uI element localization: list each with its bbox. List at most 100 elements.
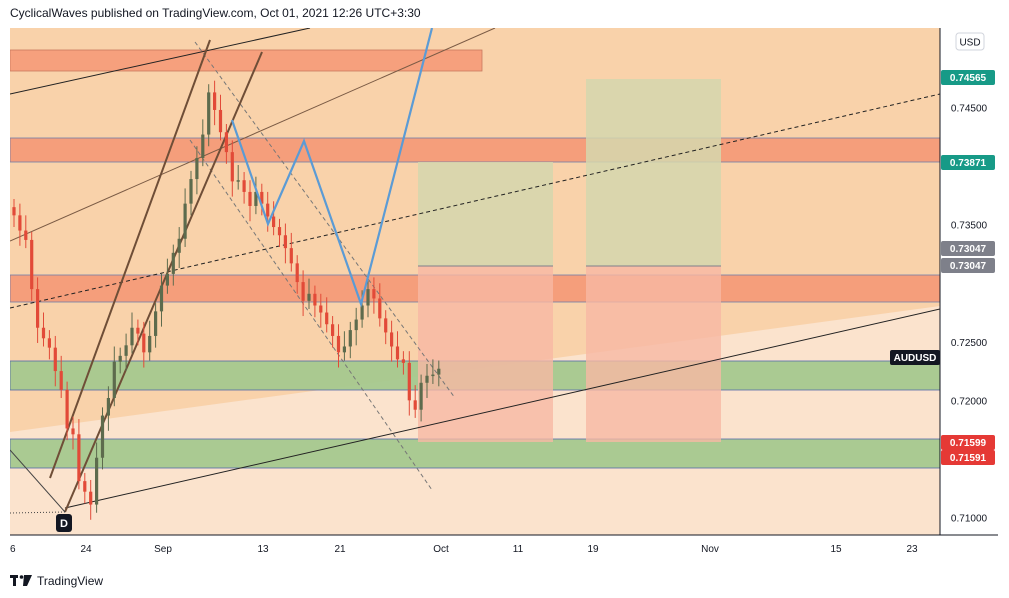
price-tick-label: 0.74500	[951, 104, 988, 115]
candle	[59, 355, 63, 399]
candle	[242, 172, 246, 204]
position-stop-box-2	[586, 266, 721, 442]
candle	[395, 331, 400, 368]
candle	[218, 94, 223, 141]
plot-area[interactable]	[10, 28, 940, 535]
price-badge-label: 0.71591	[950, 453, 987, 464]
candle	[372, 277, 376, 314]
candle	[189, 170, 193, 216]
candle	[354, 307, 358, 346]
price-badge: 0.73047	[941, 241, 995, 256]
candle	[207, 84, 211, 147]
candle	[289, 232, 293, 272]
candle	[366, 280, 370, 318]
price-tick-label: 0.72500	[951, 338, 988, 349]
chart-frame[interactable]: 0.745000.740000.735000.725000.720000.710…	[10, 28, 998, 560]
candle	[77, 419, 81, 490]
candle	[142, 321, 146, 368]
wave-d-label: D	[60, 518, 68, 530]
candle	[407, 351, 411, 416]
candle	[254, 176, 258, 215]
position-stop-box-1	[418, 266, 553, 442]
candle	[378, 283, 382, 327]
candle	[437, 360, 441, 387]
price-badge: 0.73871	[941, 155, 995, 170]
candle	[118, 347, 122, 374]
fan-line-1	[10, 449, 66, 513]
currency-label: USD	[959, 38, 980, 49]
candle	[154, 303, 158, 348]
candle	[283, 223, 287, 264]
candle	[307, 278, 311, 310]
candle	[230, 140, 234, 197]
time-tick-label: Nov	[701, 544, 719, 555]
candle	[83, 472, 87, 504]
long-ascending-support	[64, 308, 940, 509]
time-tick-label: Sep	[154, 544, 172, 555]
candle	[100, 407, 105, 470]
price-badge: 0.71591	[941, 450, 995, 465]
candle	[313, 285, 317, 318]
candle	[390, 320, 394, 362]
candle	[336, 324, 341, 368]
time-tick-label: 11	[513, 544, 524, 555]
candle	[295, 255, 299, 294]
candle	[136, 319, 140, 346]
price-chart[interactable]: 0.745000.740000.735000.725000.720000.710…	[10, 28, 998, 560]
price-tick-label: 0.73500	[951, 221, 988, 232]
candle	[413, 385, 417, 418]
candle	[65, 381, 69, 441]
symbol-badge-label: AUDUSD	[894, 353, 937, 364]
candle	[36, 277, 40, 343]
candle	[272, 201, 276, 236]
publish-info: CyclicalWaves published on TradingView.c…	[10, 6, 421, 20]
candle	[148, 320, 152, 361]
upper-supply-zone	[10, 137, 940, 163]
dashed-descending-channel-2	[189, 139, 433, 491]
time-tick-label: 24	[80, 544, 92, 555]
candle	[177, 227, 181, 269]
wave-d-badge	[56, 514, 72, 532]
candle	[89, 479, 93, 520]
lower-demand-zone	[10, 438, 940, 469]
candle	[301, 270, 305, 317]
candle	[419, 374, 423, 422]
candle	[325, 297, 329, 333]
candle	[171, 244, 175, 286]
candle	[331, 316, 335, 348]
time-axis-labels: 6 24 Sep 13 21 Oct 11 19 Nov 15 23	[10, 544, 918, 555]
currency-box[interactable]	[955, 32, 985, 51]
candle	[384, 310, 388, 345]
price-badge: 0.71599	[941, 435, 995, 450]
steep-channel-line-1	[49, 39, 211, 479]
candle	[30, 231, 34, 301]
price-badge: 0.73047	[941, 258, 995, 273]
candle	[18, 203, 22, 246]
price-tick-label: 0.72000	[951, 396, 988, 407]
candle	[425, 364, 429, 399]
brand-name: TradingView	[37, 574, 104, 588]
time-tick-label: 15	[830, 544, 842, 555]
price-tick-label: 0.71000	[951, 513, 988, 524]
inner-channel-line	[10, 28, 496, 242]
candle	[236, 164, 240, 190]
price-badge-label: 0.74565	[950, 73, 987, 84]
candle	[183, 188, 187, 247]
time-tick-label: 21	[334, 544, 346, 555]
candle	[260, 183, 264, 216]
candle	[431, 359, 435, 384]
brand-footer[interactable]: TradingView	[10, 572, 103, 590]
candle	[53, 335, 57, 387]
wave-projection-line	[230, 28, 434, 308]
candle	[342, 331, 346, 361]
candlestick-series	[12, 80, 441, 520]
price-badge-label: 0.73047	[950, 244, 987, 255]
upper-trend-line	[10, 28, 311, 95]
candle	[106, 386, 110, 431]
candle	[41, 312, 46, 347]
candle	[213, 80, 217, 126]
time-tick-label: 13	[257, 544, 269, 555]
position-target-box-2	[586, 79, 721, 266]
candle	[319, 293, 323, 328]
price-labels: 0.74565 0.73871 0.73047 0.73047 AUDUSD 0.7159…	[890, 70, 995, 465]
